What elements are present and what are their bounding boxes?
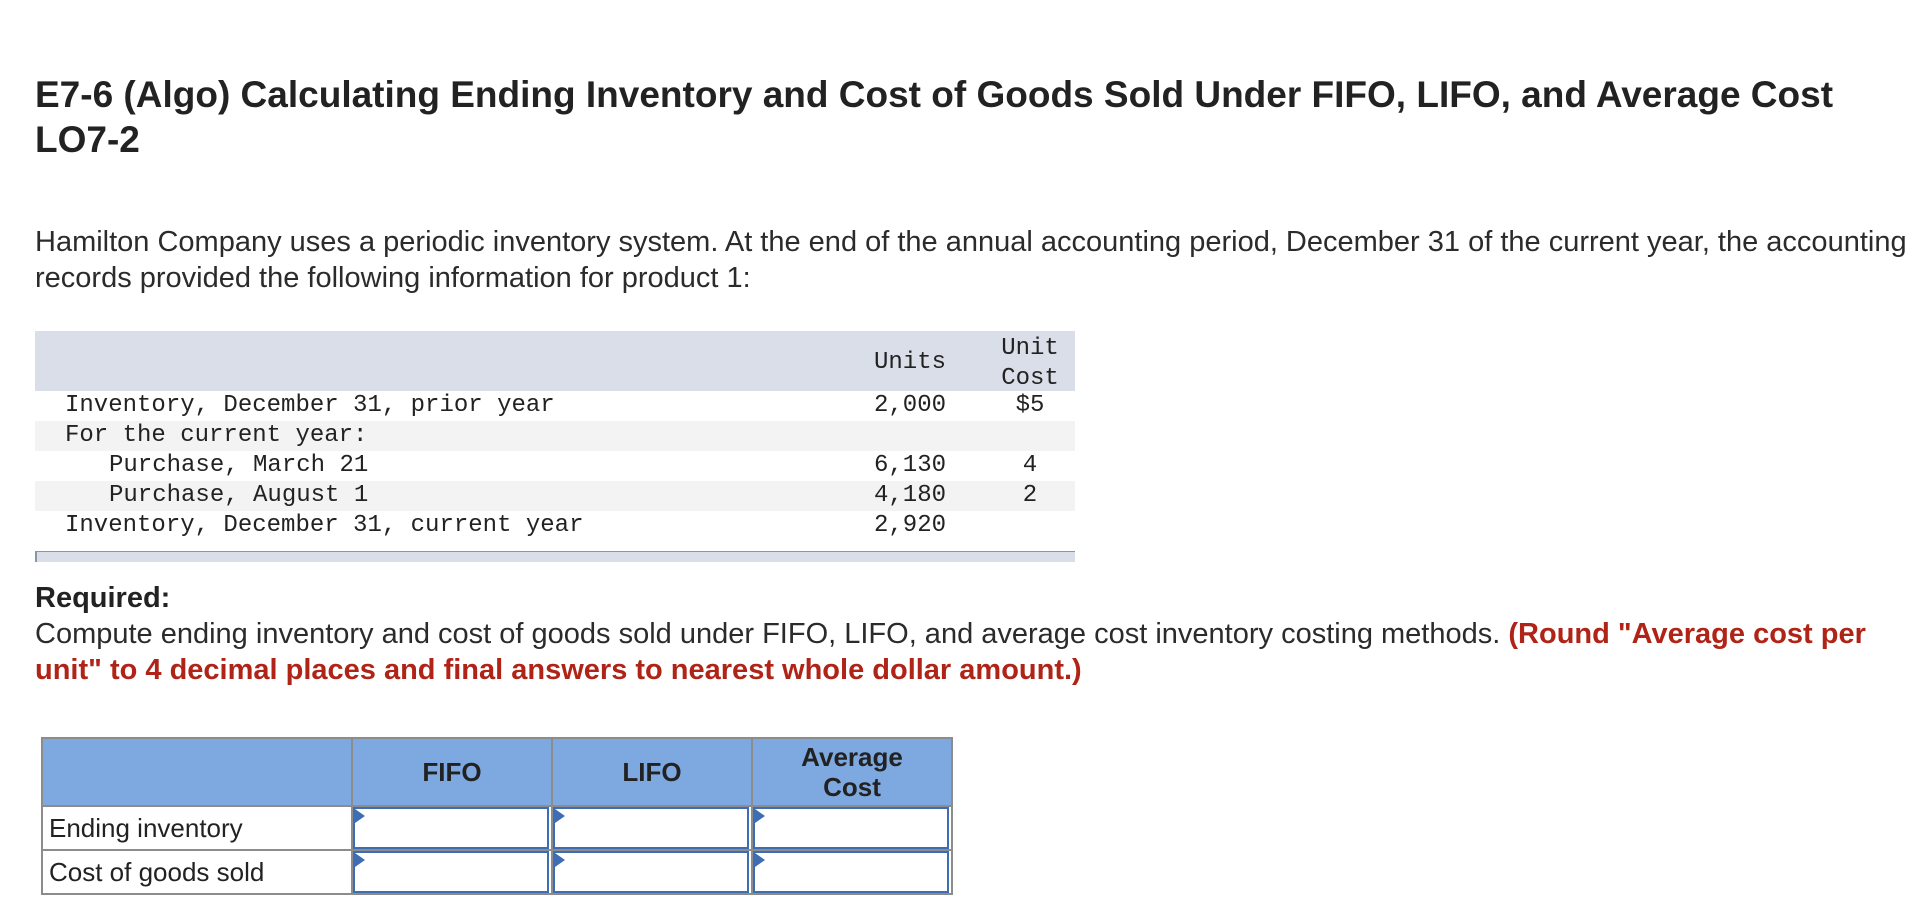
unit-cost-header: Unit Cost (985, 334, 1075, 394)
ending-inventory-lifo-cell (551, 805, 753, 851)
info-row-label: For the current year: (65, 422, 368, 449)
info-row-current-year: For the current year: (35, 421, 1075, 451)
ending-inventory-average-cell (751, 805, 953, 851)
unit-cost-header-line1: Unit (1001, 335, 1059, 362)
cogs-lifo-input[interactable] (555, 853, 747, 891)
info-row-units: 6,130 (873, 452, 946, 479)
average-cost-header-text: Average Cost (801, 742, 903, 802)
units-header: Units (873, 349, 946, 376)
info-row-units: 2,920 (873, 512, 946, 539)
blank-header (41, 737, 353, 807)
ending-inventory-label: Ending inventory (41, 805, 353, 851)
info-row-cost: $5 (1015, 392, 1045, 419)
cell-marker-icon (355, 809, 365, 823)
inventory-info-table: Units Unit Cost Inventory, December 31, … (35, 331, 1075, 562)
ending-inventory-lifo-input[interactable] (555, 809, 747, 847)
cogs-average-cell (751, 849, 953, 895)
rounding-note: (Round "Average cost per unit" to 4 deci… (35, 618, 1866, 686)
fifo-header: FIFO (351, 737, 553, 807)
info-row-label: Inventory, December 31, prior year (65, 392, 555, 419)
cogs-lifo-cell (551, 849, 753, 895)
info-row-current-inventory: Inventory, December 31, current year 2,9… (35, 511, 1075, 541)
cogs-fifo-input[interactable] (355, 853, 547, 891)
cogs-average-input[interactable] (755, 853, 947, 891)
info-row-units: 2,000 (873, 392, 946, 419)
cell-marker-icon (755, 853, 765, 867)
ending-inventory-row: Ending inventory (41, 805, 953, 851)
problem-intro: Hamilton Company uses a periodic invento… (35, 226, 1907, 294)
info-row-label: Purchase, August 1 (109, 482, 369, 509)
info-row-prior-inventory: Inventory, December 31, prior year 2,000… (35, 391, 1075, 421)
lifo-header: LIFO (551, 737, 753, 807)
answer-table-header-row: FIFO LIFO Average Cost (41, 737, 953, 807)
cell-marker-icon (755, 809, 765, 823)
info-row-purchase-august: Purchase, August 1 4,180 2 (35, 481, 1075, 511)
info-table-header: Units Unit Cost (35, 331, 1075, 394)
cell-marker-icon (555, 853, 565, 867)
cost-of-goods-sold-label: Cost of goods sold (41, 849, 353, 895)
unit-cost-header-line2: Cost (1001, 365, 1059, 392)
ending-inventory-fifo-cell (351, 805, 553, 851)
required-text: Compute ending inventory and cost of goo… (35, 618, 1509, 650)
info-row-label: Purchase, March 21 (109, 452, 369, 479)
problem-title: E7-6 (Algo) Calculating Ending Inventory… (35, 74, 1834, 160)
ending-inventory-fifo-input[interactable] (355, 809, 547, 847)
info-row-label: Inventory, December 31, current year (65, 512, 584, 539)
info-table-footer (35, 551, 1075, 562)
info-row-units: 4,180 (873, 482, 946, 509)
info-row-cost: 2 (1022, 482, 1038, 509)
required-label: Required: (35, 582, 171, 614)
info-row-cost: 4 (1022, 452, 1038, 479)
cogs-fifo-cell (351, 849, 553, 895)
ending-inventory-average-input[interactable] (755, 809, 947, 847)
answer-table: FIFO LIFO Average Cost Ending inventory … (41, 737, 953, 895)
cost-of-goods-sold-row: Cost of goods sold (41, 849, 953, 895)
average-cost-header: Average Cost (751, 737, 953, 807)
cell-marker-icon (355, 853, 365, 867)
cell-marker-icon (555, 809, 565, 823)
required-section: Required: Compute ending inventory and c… (35, 580, 1915, 688)
info-row-purchase-march: Purchase, March 21 6,130 4 (35, 451, 1075, 481)
